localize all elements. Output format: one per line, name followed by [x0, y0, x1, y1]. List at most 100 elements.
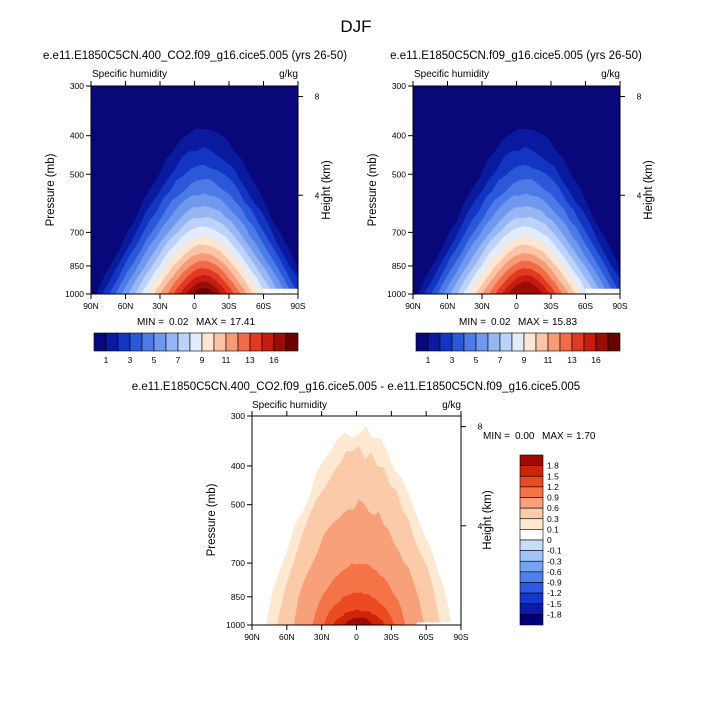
y-tick-label: 500 [392, 169, 406, 179]
y2-tick-label: 4 [478, 521, 483, 531]
axes: 90N 60N 30N 0 30S 60S 90S 300 400 500 700 850 1000 8 4 [387, 81, 642, 311]
colorbar-box [463, 332, 477, 352]
contour-field [252, 416, 461, 625]
x-tick-label: 30N [474, 301, 490, 311]
colorbar-label: 11 [544, 355, 553, 365]
axes: 90N 60N 30N 0 30S 60S 90S 300 400 500 700 850 1000 8 4 [226, 411, 483, 642]
missing-region [252, 416, 262, 625]
colorbar-box [535, 332, 549, 352]
colorbar-box [451, 332, 465, 352]
colorbar-box [571, 332, 585, 352]
y2-axis-label: Height (km) [643, 160, 655, 220]
contour-level-7 [344, 617, 373, 625]
colorbar-box [213, 332, 227, 352]
max-label: MAX = [518, 317, 548, 328]
colorbar-box [519, 529, 544, 541]
colorbar-label: -0.6 [547, 567, 562, 577]
colorbar-box [523, 332, 537, 352]
max-value: 15.83 [552, 317, 577, 328]
min-value: 0.02 [169, 317, 189, 328]
colorbar-label: 0.6 [547, 503, 559, 513]
y-tick-label: 700 [231, 558, 245, 568]
y-tick-label: 850 [392, 261, 406, 271]
colorbar-label: 16 [269, 355, 279, 365]
left-string: Specific humidity [414, 69, 489, 80]
colorbar-box [519, 507, 544, 520]
colorbar-box [189, 332, 203, 352]
colorbar-box [519, 614, 544, 626]
left-string: Specific humidity [92, 69, 167, 80]
right-string: g/kg [601, 69, 620, 80]
max-value: 1.70 [576, 431, 596, 442]
min-label: MIN = [137, 317, 164, 328]
colorbar-box [225, 332, 239, 352]
y2-axis-label: Height (km) [321, 160, 333, 220]
colorbar-box [519, 603, 544, 615]
colorbar-label: 0.9 [547, 493, 559, 503]
y-tick-label: 500 [70, 169, 84, 179]
colorbar-box [519, 571, 544, 583]
colorbar-box [519, 454, 544, 466]
x-tick-label: 90N [405, 301, 421, 311]
colorbar-box [519, 560, 544, 573]
max-label: MAX = [542, 431, 572, 442]
colorbar: 1.81.51.20.90.60.30.10-0.1-0.3-0.6-0.9-1… [519, 454, 562, 626]
y-tick-label: 400 [392, 131, 406, 141]
y-tick-label: 1000 [226, 620, 245, 630]
colorbar-label: 13 [245, 355, 255, 365]
colorbar-label: -1.2 [547, 588, 562, 598]
y-tick-label: 400 [70, 131, 84, 141]
y2-tick-label: 4 [315, 190, 320, 200]
contour-field [91, 86, 298, 294]
x-tick-label: 60N [440, 301, 456, 311]
colorbar-label: -0.3 [547, 556, 562, 566]
contour-field [413, 86, 620, 294]
colorbar-label: 9 [522, 355, 527, 365]
panel-title: e.e11.E1850C5CN.400_CO2.f09_g16.cice5.00… [132, 381, 580, 393]
y-axis-label: Pressure (mb) [45, 153, 57, 226]
contour-level-16 [192, 287, 215, 294]
contour-level-15 [508, 281, 544, 294]
colorbar-box [439, 332, 453, 352]
colorbar-box [285, 332, 299, 352]
y2-tick-label: 4 [637, 190, 642, 200]
colorbar-box [519, 497, 544, 509]
colorbar-box [237, 332, 251, 352]
x-tick-label: 90S [612, 301, 627, 311]
colorbar-box [249, 332, 263, 352]
colorbar-box [519, 486, 544, 498]
colorbar-label: 1 [104, 355, 109, 365]
colorbar-label: 11 [222, 355, 231, 365]
colorbar-box [519, 539, 544, 551]
colorbar-label: 7 [176, 355, 181, 365]
colorbar-box [559, 332, 573, 352]
colorbar-box [261, 332, 275, 352]
x-tick-label: 60S [419, 632, 434, 642]
colorbar-label: -1.5 [547, 599, 562, 609]
colorbar-box [519, 465, 544, 477]
missing-region [416, 622, 461, 625]
x-tick-label: 60N [118, 301, 134, 311]
colorbar-box [607, 332, 621, 352]
x-tick-label: 90S [453, 632, 468, 642]
colorbar-label: -0.1 [547, 546, 562, 556]
y2-tick-label: 8 [478, 422, 483, 432]
y-tick-label: 500 [231, 500, 245, 510]
colorbar-label: 0.3 [547, 514, 559, 524]
y-tick-label: 300 [70, 81, 84, 91]
figure-title: DJF [340, 17, 371, 36]
x-tick-label: 0 [514, 301, 519, 311]
colorbar-box [105, 332, 119, 352]
colorbar-box [519, 582, 544, 594]
colorbar-box [427, 332, 441, 352]
colorbar-box [153, 332, 167, 352]
axes: 90N 60N 30N 0 30S 60S 90S 300 400 500 700 850 1000 8 4 [65, 81, 320, 311]
right-string: g/kg [442, 400, 461, 411]
panel-control: e.e11.E1850C5CN.f09_g16.cice5.005 (yrs 2… [367, 50, 655, 365]
y-tick-label: 700 [70, 227, 84, 237]
y-tick-label: 400 [231, 461, 245, 471]
colorbar-box [475, 332, 489, 352]
colorbar-box [201, 332, 215, 352]
right-string: g/kg [279, 69, 298, 80]
